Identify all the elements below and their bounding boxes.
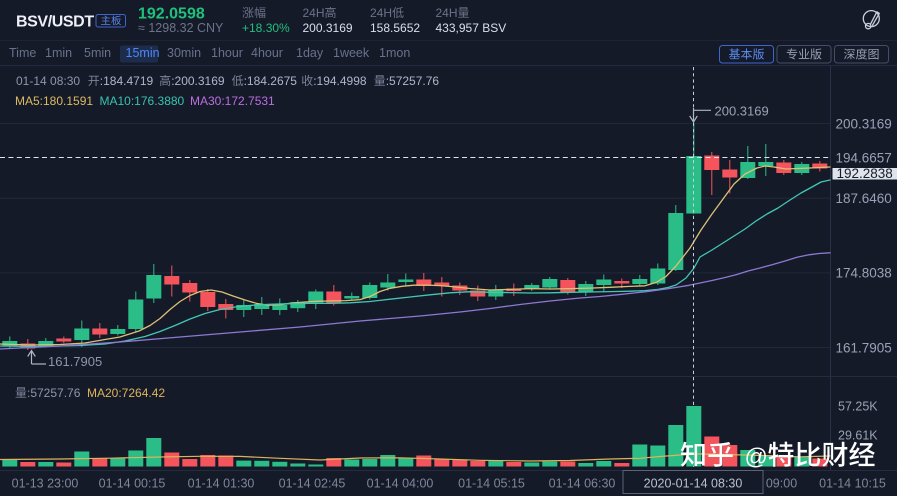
svg-text::57257.76: :57257.76 [27,386,81,400]
svg-text:+18.30%: +18.30% [242,21,290,35]
svg-text:4hour: 4hour [251,46,283,60]
svg-text:161.7905: 161.7905 [836,340,892,355]
svg-text:192.2838: 192.2838 [837,166,893,181]
svg-text:5min: 5min [84,46,111,60]
svg-text:192.0598: 192.0598 [138,5,205,22]
svg-text:MA30:172.7531: MA30:172.7531 [190,94,275,108]
svg-text:29.61K: 29.61K [838,428,878,442]
svg-text:01-14 06:30: 01-14 06:30 [549,477,616,491]
svg-text:2020-01-14 08:30: 2020-01-14 08:30 [644,477,743,491]
svg-text::200.3169: :200.3169 [171,74,225,88]
svg-text:BSV/USDT: BSV/USDT [16,14,94,31]
svg-text:15min: 15min [126,46,160,60]
svg-text:30min: 30min [167,46,201,60]
svg-text:01-14 01:30: 01-14 01:30 [188,477,255,491]
svg-text:MA20:7264.42: MA20:7264.42 [87,386,165,400]
svg-text:24H: 24H [436,6,458,20]
svg-text:200.3169: 200.3169 [715,104,769,119]
svg-text::194.4998: :194.4998 [313,74,367,88]
svg-text:161.7905: 161.7905 [48,354,102,369]
svg-text:09:00: 09:00 [766,477,797,491]
svg-text:01-14 04:00: 01-14 04:00 [367,477,434,491]
svg-text:57.25K: 57.25K [838,399,878,413]
svg-text:194.6657: 194.6657 [836,150,892,165]
svg-text:24H: 24H [370,6,392,20]
svg-text:1hour: 1hour [211,46,243,60]
svg-text:@: @ [745,444,768,470]
svg-text:01-14 10:15: 01-14 10:15 [819,477,886,491]
svg-text:187.6460: 187.6460 [836,191,892,206]
svg-text:200.3169: 200.3169 [303,21,353,35]
svg-text:1day: 1day [296,46,324,60]
svg-text:433,957 BSV: 433,957 BSV [436,21,507,35]
svg-text:158.5652: 158.5652 [370,21,420,35]
svg-text::184.4719: :184.4719 [100,74,154,88]
svg-text:174.8038: 174.8038 [836,266,892,281]
svg-text:24H: 24H [303,6,325,20]
svg-text:01-14 05:15: 01-14 05:15 [458,477,525,491]
svg-text:01-14 08:30: 01-14 08:30 [16,74,80,88]
svg-text:≈ 1298.32 CNY: ≈ 1298.32 CNY [138,21,224,35]
svg-text:1mon: 1mon [379,46,410,60]
svg-text:1min: 1min [45,46,72,60]
svg-text:1week: 1week [333,46,370,60]
svg-text:Time: Time [9,46,36,60]
svg-text:01-14 02:45: 01-14 02:45 [279,477,346,491]
svg-text:01-14 00:15: 01-14 00:15 [99,477,166,491]
svg-text::184.2675: :184.2675 [244,74,298,88]
svg-text:MA10:176.3880: MA10:176.3880 [100,94,185,108]
svg-text:200.3169: 200.3169 [836,116,892,131]
svg-text::57257.76: :57257.76 [386,74,440,88]
svg-text:01-13 23:00: 01-13 23:00 [12,477,79,491]
svg-text:MA5:180.1591: MA5:180.1591 [15,94,93,108]
